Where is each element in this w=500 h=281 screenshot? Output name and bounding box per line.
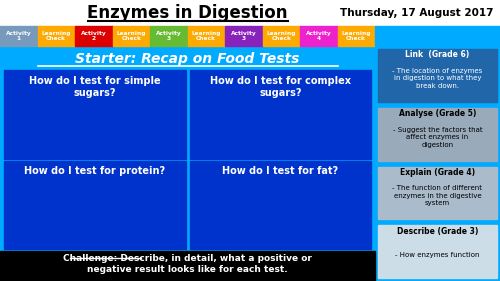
Text: - The function of different
enzymes in the digestive
system: - The function of different enzymes in t…	[392, 185, 482, 206]
Bar	[4, 160, 186, 249]
Text: - Suggest the factors that
affect enzymes in
digestion: - Suggest the factors that affect enzyme…	[392, 127, 482, 148]
Bar	[0, 26, 38, 46]
Bar	[378, 49, 497, 102]
Text: Thursday, 17 August 2017: Thursday, 17 August 2017	[340, 8, 494, 18]
Bar	[378, 225, 497, 278]
Text: Learning
Check: Learning Check	[266, 31, 296, 41]
Text: How do I test for complex
sugars?: How do I test for complex sugars?	[210, 76, 351, 98]
Bar	[190, 160, 371, 249]
Bar	[75, 26, 112, 46]
Bar	[188, 26, 225, 46]
Text: Activity
2: Activity 2	[81, 31, 106, 41]
Bar	[378, 108, 497, 160]
Text: Learning
Check: Learning Check	[116, 31, 146, 41]
Text: How do I test for simple
sugars?: How do I test for simple sugars?	[29, 76, 160, 98]
Text: Analyse (Grade 5): Analyse (Grade 5)	[399, 109, 476, 118]
Bar	[0, 0, 500, 26]
Text: - The location of enzymes
in digestion to what they
break down.: - The location of enzymes in digestion t…	[392, 68, 482, 89]
Bar	[375, 26, 500, 46]
Text: Learning
Check: Learning Check	[192, 31, 221, 41]
Bar	[4, 70, 186, 158]
Bar	[338, 26, 375, 46]
Text: Starter: Recap on Food Tests: Starter: Recap on Food Tests	[76, 52, 300, 66]
Bar	[262, 26, 300, 46]
Text: Activity
3: Activity 3	[156, 31, 182, 41]
Bar	[112, 26, 150, 46]
Text: - How enzymes function: - How enzymes function	[395, 251, 480, 258]
Bar	[378, 167, 497, 219]
Bar	[150, 26, 188, 46]
Bar	[225, 26, 262, 46]
Text: Enzymes in Digestion: Enzymes in Digestion	[88, 4, 288, 22]
Bar	[38, 26, 75, 46]
Text: Explain (Grade 4): Explain (Grade 4)	[400, 168, 475, 177]
Text: Describe (Grade 3): Describe (Grade 3)	[397, 227, 478, 236]
Text: Learning
Check: Learning Check	[42, 31, 71, 41]
Bar	[300, 26, 338, 46]
Text: How do I test for protein?: How do I test for protein?	[24, 167, 166, 176]
Text: Activity
3: Activity 3	[231, 31, 256, 41]
Text: Activity
4: Activity 4	[306, 31, 332, 41]
Bar	[0, 251, 375, 281]
Text: Challenge: Describe, in detail, what a positive or
negative result looks like fo: Challenge: Describe, in detail, what a p…	[63, 253, 312, 275]
Text: How do I test for fat?: How do I test for fat?	[222, 167, 338, 176]
Text: Link  (Grade 6): Link (Grade 6)	[406, 51, 469, 60]
Text: Learning
Check: Learning Check	[342, 31, 371, 41]
Text: Activity
1: Activity 1	[6, 31, 32, 41]
Bar	[190, 70, 371, 158]
